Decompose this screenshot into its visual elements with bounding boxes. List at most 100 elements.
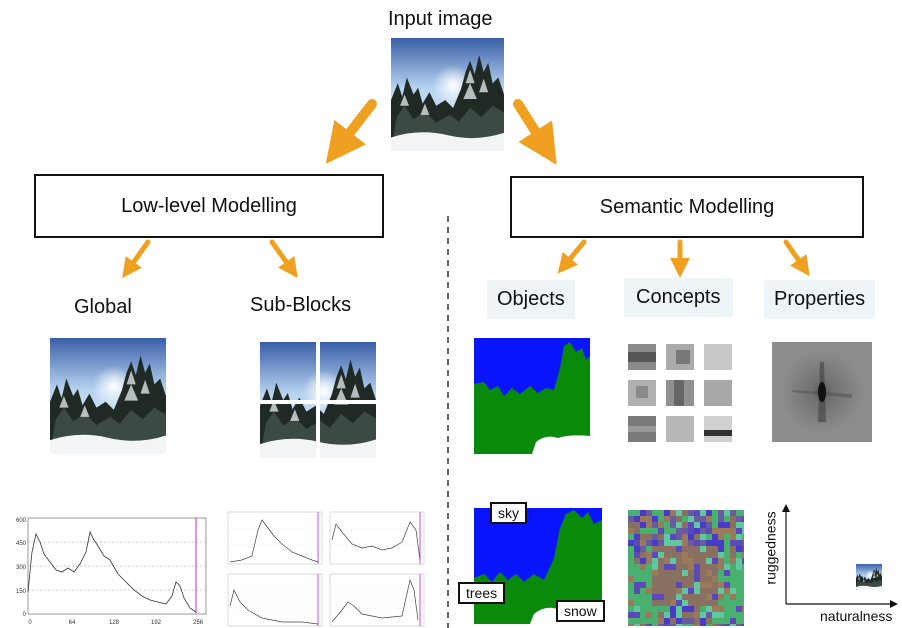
concept-map-cell xyxy=(670,618,676,624)
concept-map-cell xyxy=(628,624,634,626)
concept-map-cell xyxy=(724,540,730,546)
concept-map-cell xyxy=(694,510,700,516)
concept-map-cell xyxy=(628,564,634,570)
concept-map-cell xyxy=(658,546,664,552)
concept-map-cell xyxy=(730,606,736,612)
properties-spectrum-image xyxy=(772,342,872,442)
concept-map-cell xyxy=(688,606,694,612)
concept-map-cell xyxy=(724,624,730,626)
concept-map-cell xyxy=(712,510,718,516)
concept-map-cell xyxy=(724,582,730,588)
concept-map-cell xyxy=(682,564,688,570)
concept-map-cell xyxy=(700,540,706,546)
concept-map-cell xyxy=(694,534,700,540)
concept-map-cell xyxy=(742,588,744,594)
concept-map-cell xyxy=(652,552,658,558)
concept-map-cell xyxy=(664,606,670,612)
concept-map-cell xyxy=(670,588,676,594)
concept-map-cell xyxy=(676,600,682,606)
concept-map-cell xyxy=(700,516,706,522)
concept-map-cell xyxy=(628,546,634,552)
tag-snow: snow xyxy=(556,600,605,622)
concept-map-cell xyxy=(724,618,730,624)
concept-map-cell xyxy=(730,516,736,522)
concept-map-cell xyxy=(682,618,688,624)
concept-map-cell xyxy=(688,534,694,540)
concept-map-cell xyxy=(730,546,736,552)
concept-map-cell xyxy=(694,522,700,528)
concept-map-cell xyxy=(742,546,744,552)
concept-map-cell xyxy=(682,582,688,588)
concept-map-cell xyxy=(646,528,652,534)
hist-xtick-128: 128 xyxy=(109,620,120,626)
properties-label: Properties xyxy=(764,280,876,319)
concept-map-cell xyxy=(664,522,670,528)
concept-map-cell xyxy=(682,516,688,522)
concept-map-cell xyxy=(730,558,736,564)
concept-map-cell xyxy=(724,594,730,600)
concept-map-cell xyxy=(694,516,700,522)
concept-map-cell xyxy=(682,552,688,558)
concept-map-cell xyxy=(724,606,730,612)
concept-map-cell xyxy=(664,570,670,576)
concept-map-cell xyxy=(718,534,724,540)
concept-map-cell xyxy=(652,570,658,576)
concept-map-cell xyxy=(640,600,646,606)
concept-map-cell xyxy=(730,570,736,576)
concept-map-cell xyxy=(742,528,744,534)
concept-map-cell xyxy=(730,528,736,534)
concept-map-cell xyxy=(676,618,682,624)
concept-map-cell xyxy=(706,588,712,594)
concept-map-cell xyxy=(646,534,652,540)
concept-map-cell xyxy=(736,534,742,540)
concept-map-cell xyxy=(640,606,646,612)
concept-map-cell xyxy=(658,510,664,516)
concept-map-cell xyxy=(658,558,664,564)
concept-map-cell xyxy=(646,582,652,588)
concept-map-cell xyxy=(694,618,700,624)
concept-map-cell xyxy=(706,510,712,516)
concept-map-cell xyxy=(652,612,658,618)
concept-map-cell xyxy=(706,522,712,528)
concept-map-cell xyxy=(628,510,634,516)
concept-map-cell xyxy=(646,576,652,582)
concept-map-cell xyxy=(688,564,694,570)
concept-map-cell xyxy=(646,618,652,624)
concept-map-cell xyxy=(706,558,712,564)
concept-map-cell xyxy=(628,576,634,582)
concept-map-cell xyxy=(706,564,712,570)
concept-map-cell xyxy=(634,612,640,618)
concept-map-cell xyxy=(700,522,706,528)
concept-map-cell xyxy=(634,522,640,528)
concept-map-cell xyxy=(652,564,658,570)
concept-map-cell xyxy=(724,528,730,534)
concept-map-cell xyxy=(688,540,694,546)
concept-map-cell xyxy=(682,522,688,528)
concept-map-cell xyxy=(664,516,670,522)
concept-map-cell xyxy=(664,558,670,564)
concept-map-cell xyxy=(712,528,718,534)
concept-map-cell xyxy=(628,540,634,546)
concept-map-cell xyxy=(718,528,724,534)
concept-map-cell xyxy=(706,570,712,576)
tag-trees: trees xyxy=(458,582,506,604)
concept-map-cell xyxy=(718,516,724,522)
concept-map-cell xyxy=(688,612,694,618)
concept-map-cell xyxy=(676,582,682,588)
concept-map-cell xyxy=(646,552,652,558)
concept-map-cell xyxy=(652,510,658,516)
concept-map-cell xyxy=(700,600,706,606)
concept-map-cell xyxy=(700,582,706,588)
concept-map-cell xyxy=(646,522,652,528)
concept-map-cell xyxy=(736,594,742,600)
concept-map-cell xyxy=(712,534,718,540)
concept-map-cell xyxy=(658,576,664,582)
concept-map-cell xyxy=(694,600,700,606)
concept-map-cell xyxy=(712,618,718,624)
concept-map-cell xyxy=(700,546,706,552)
concept-map-cell xyxy=(664,528,670,534)
concept-map-cell xyxy=(658,534,664,540)
concept-map-cell xyxy=(712,612,718,618)
concept-map-cell xyxy=(664,534,670,540)
arrow-to-objects xyxy=(557,239,587,274)
